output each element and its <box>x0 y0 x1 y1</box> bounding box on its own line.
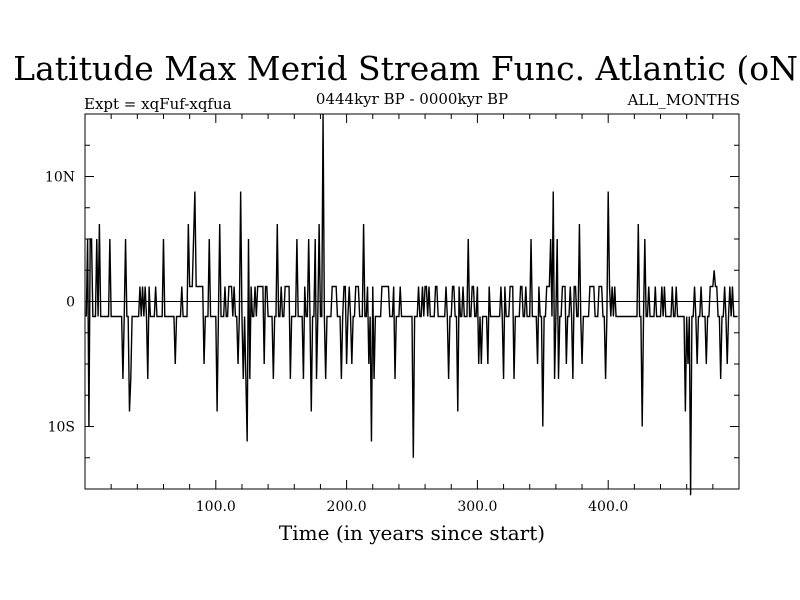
y-tick-label: 0 <box>66 295 75 311</box>
months-label: ALL_MONTHS <box>627 91 740 109</box>
x-tick-label: 300.0 <box>457 499 497 515</box>
y-tick-label: 10S <box>48 420 75 436</box>
tick-labels: 100.0 200.0 300.0 400.0 10N 0 10S <box>45 170 628 516</box>
x-tick-label: 400.0 <box>588 499 628 515</box>
x-tick-label: 200.0 <box>327 499 367 515</box>
y-tick-label: 10N <box>45 170 75 186</box>
x-tick-label: 100.0 <box>196 499 236 515</box>
experiment-label: Expt = xqFuf-xqfua <box>84 95 232 113</box>
chart-title: Latitude Max Merid Stream Func. Atlantic… <box>13 49 800 88</box>
plot-frame <box>84 113 740 490</box>
x-axis-label: Time (in years since start) <box>279 521 545 545</box>
series-line <box>85 113 738 496</box>
time-range-label: 0444kyr BP - 0000kyr BP <box>316 90 508 108</box>
